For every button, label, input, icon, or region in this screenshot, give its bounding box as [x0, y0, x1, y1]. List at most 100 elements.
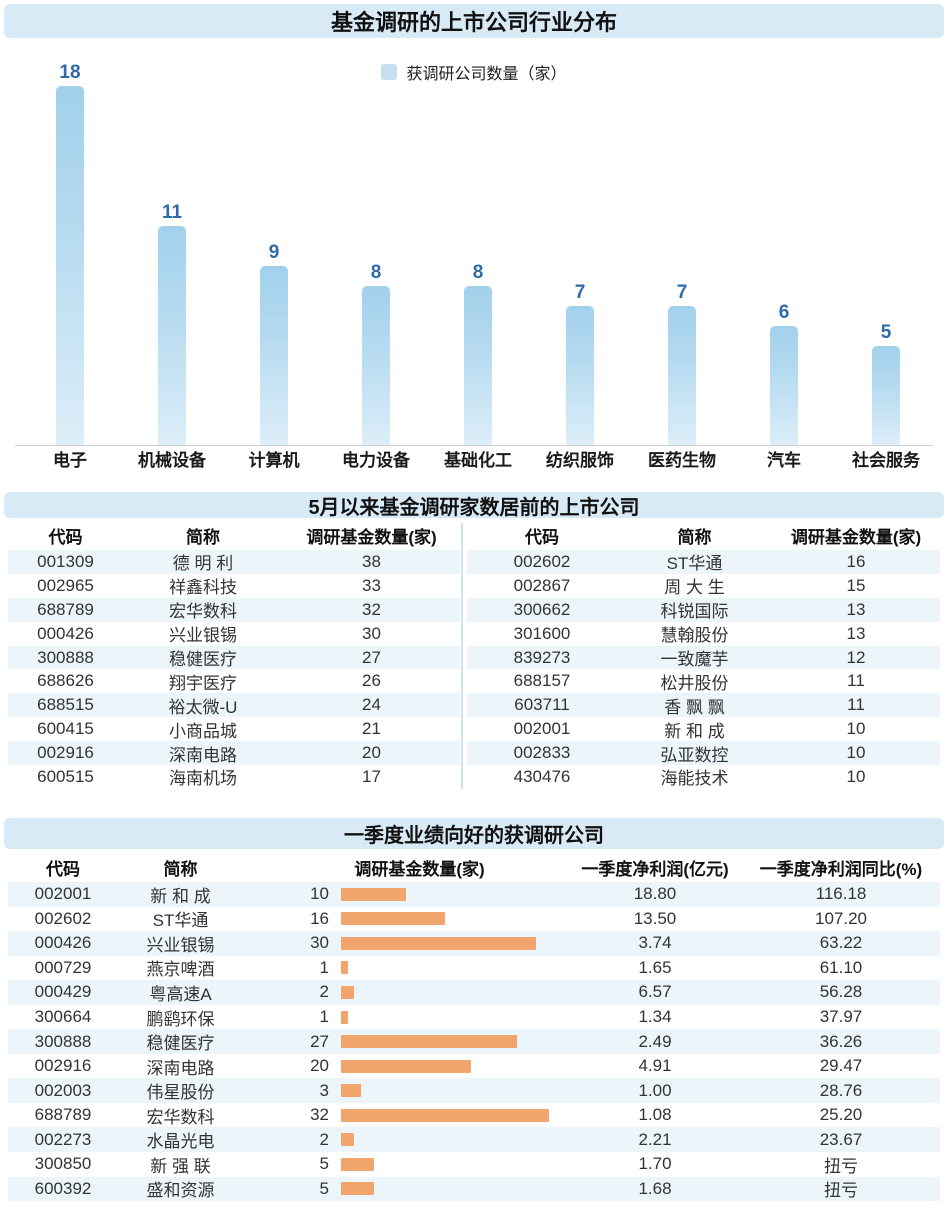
cell-code: 002916: [37, 743, 94, 763]
col-header-count: 调研基金数量(家): [306, 528, 437, 547]
count-bar: [341, 985, 354, 999]
cell-code: 688626: [37, 671, 94, 691]
col-header-name: 简称: [677, 528, 712, 547]
cell-count-bar: [333, 1010, 560, 1024]
cell-count: 32: [362, 599, 381, 619]
cell-name: 燕京啤酒: [146, 960, 215, 980]
cell-count-bar: [333, 961, 560, 975]
bar-value-label: 8: [370, 262, 382, 283]
bar-value-label: 11: [161, 202, 183, 223]
section2-right-header: 代码 简称 调研基金数量(家): [467, 521, 940, 550]
count-bar: [341, 936, 536, 950]
cell-code: 300888: [37, 647, 94, 667]
table-row: 300888 稳健医疗 27: [8, 645, 460, 670]
section3-header: 代码 简称 调研基金数量(家) 一季度净利润(亿元) 一季度净利润同比(%): [8, 853, 940, 882]
table-row: 002916 深南电路 20: [8, 741, 460, 766]
bar: [464, 286, 492, 446]
cell-code: 002003: [34, 1080, 92, 1100]
cell-count: 30: [362, 623, 381, 643]
cell-yoy: 23.67: [819, 1129, 863, 1149]
cell-code: 300662: [513, 599, 571, 619]
cell-code: 002001: [34, 884, 92, 904]
cell-name: 兴业银锡: [169, 626, 237, 646]
cell-yoy: 扭亏: [824, 1156, 858, 1176]
cell-name: 鹏鹞环保: [146, 1009, 215, 1029]
cell-code: 300888: [34, 1031, 92, 1051]
table-row: 688157 松井股份 11: [467, 669, 940, 693]
bar-category-label: 社会服务: [852, 451, 920, 470]
count-bar: [341, 1133, 354, 1147]
cell-count: 11: [847, 671, 865, 691]
col-header-profit: 一季度净利润(亿元): [581, 860, 729, 879]
cell-profit: 3.74: [638, 933, 672, 953]
table-divider: [461, 523, 463, 789]
bar-value-label: 18: [59, 62, 81, 83]
table-row: 688789 宏华数科 32 1.08 25.20: [8, 1103, 940, 1128]
bar-category-label: 基础化工: [444, 451, 512, 470]
cell-name: 新 和 成: [664, 721, 725, 741]
cell-name: 宏华数科: [169, 602, 237, 622]
bar-group: 8 基础化工: [427, 54, 529, 472]
cell-code: 000426: [34, 933, 92, 953]
cell-profit: 1.65: [638, 957, 672, 977]
count-bar: [341, 887, 406, 901]
cell-count: 30: [310, 933, 329, 953]
bar-value-label: 7: [676, 282, 688, 303]
cell-count: 32: [310, 1105, 329, 1125]
table-row: 600392 盛和资源 5 1.68 扭亏: [8, 1176, 940, 1202]
cell-name: 一致魔芋: [660, 650, 729, 670]
cell-code: 002001: [513, 719, 571, 739]
x-axis-line: [15, 445, 933, 446]
section2-left-header: 代码 简称 调研基金数量(家): [8, 521, 460, 550]
cell-count: 2: [319, 982, 329, 1002]
cell-count: 26: [362, 671, 381, 691]
bar: [668, 306, 696, 446]
bar-value-label: 8: [472, 262, 484, 283]
section2-right-rows: 002602 ST华通 16 002867 周 大 生 15 300662 科锐…: [467, 550, 940, 789]
cell-code: 300664: [34, 1007, 92, 1026]
cell-name: 裕太微-U: [168, 697, 238, 717]
cell-name: ST华通: [666, 554, 723, 574]
cell-code: 000429: [34, 982, 92, 1002]
bar-category-label: 电子: [53, 451, 87, 470]
table-row: 002602 ST华通 16: [467, 550, 940, 574]
cell-name: 翔宇医疗: [169, 673, 237, 693]
cell-count-bar: [333, 1182, 560, 1196]
table-row: 688515 裕太微-U 24: [8, 693, 460, 718]
cell-profit: 1.70: [638, 1154, 672, 1174]
bar-value-label: 5: [880, 322, 892, 343]
cell-profit: 2.21: [638, 1129, 672, 1149]
section2-left-table: 代码 简称 调研基金数量(家) 001309 德 明 利 38 002965 祥…: [8, 521, 460, 789]
cell-count: 2: [319, 1129, 329, 1149]
cell-name: 兴业银锡: [146, 935, 215, 955]
table-row: 603711 香 飘 飘 11: [467, 693, 940, 718]
cell-name: 稳健医疗: [146, 1034, 215, 1054]
cell-count: 3: [319, 1080, 329, 1100]
cell-code: 001309: [37, 551, 94, 571]
bar-value-label: 6: [778, 302, 790, 323]
count-bar: [341, 1059, 471, 1073]
col-header-name: 简称: [163, 860, 198, 879]
bar-group: 11 机械设备: [121, 54, 223, 472]
table-row: 000429 粤高速A 2 6.57 56.28: [8, 980, 940, 1005]
cell-count: 5: [319, 1154, 329, 1174]
cell-count: 16: [310, 908, 329, 928]
cell-name: ST华通: [152, 911, 209, 931]
cell-code: 002602: [34, 908, 92, 928]
cell-yoy: 36.26: [819, 1031, 863, 1051]
table-row: 002965 祥鑫科技 33: [8, 574, 460, 598]
bar: [566, 306, 594, 446]
section3-rows: 002001 新 和 成 10 18.80 116.18 002602 ST华通…: [8, 882, 940, 1202]
cell-code: 600415: [37, 719, 94, 739]
bar: [56, 86, 84, 446]
bar: [362, 286, 390, 446]
cell-count-bar: [333, 1035, 560, 1049]
cell-profit: 1.34: [638, 1007, 672, 1026]
cell-count: 33: [362, 575, 381, 595]
cell-count: 13: [846, 623, 866, 643]
table-row: 600415 小商品城 21: [8, 717, 460, 741]
cell-count: 11: [847, 695, 865, 715]
bar-group: 9 计算机: [223, 54, 325, 472]
cell-count: 27: [362, 647, 381, 667]
